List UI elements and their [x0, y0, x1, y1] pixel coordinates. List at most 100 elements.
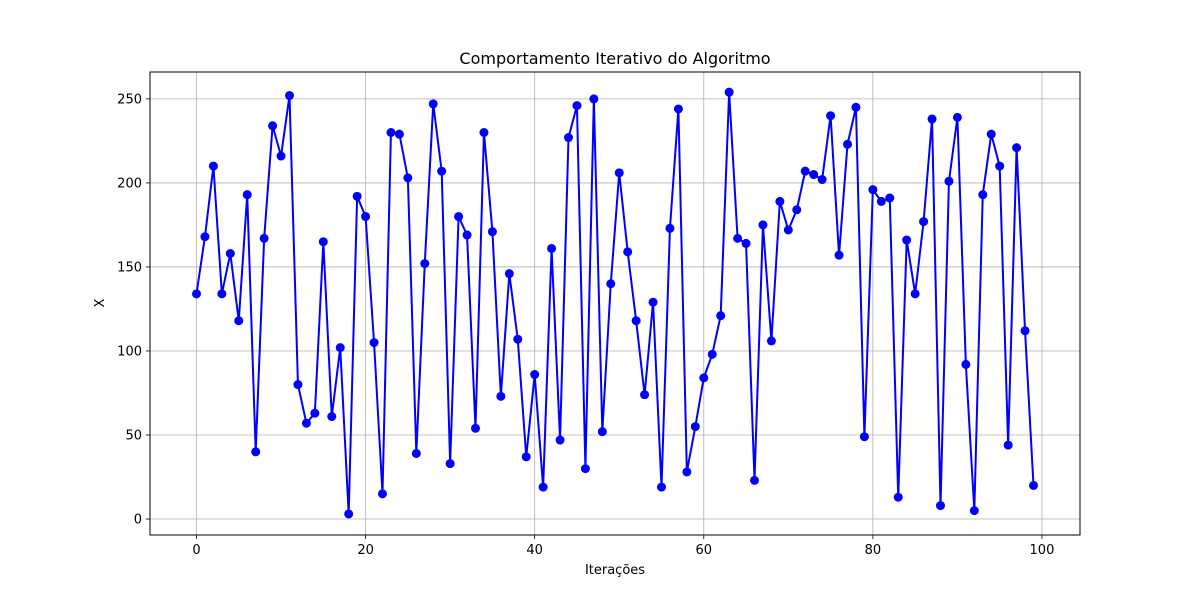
data-point [445, 459, 455, 469]
data-point [572, 101, 582, 111]
data-point [386, 128, 396, 137]
data-point [876, 196, 886, 206]
data-point [657, 482, 666, 492]
data-point [936, 501, 945, 511]
data-point [902, 235, 912, 245]
data-point [817, 175, 827, 185]
data-point [859, 432, 869, 442]
data-point [766, 336, 776, 346]
data-point [699, 373, 709, 383]
data-point [843, 139, 852, 149]
data-point [437, 166, 447, 176]
data-point [208, 161, 218, 171]
data-point [530, 370, 540, 379]
data-point [242, 190, 252, 200]
data-series [192, 87, 1038, 519]
data-point [420, 259, 430, 269]
data-point [690, 422, 700, 432]
data-point [344, 509, 354, 519]
data-point [1003, 440, 1013, 450]
data-point [809, 170, 819, 180]
data-point [259, 233, 269, 243]
data-point [969, 506, 979, 516]
data-point [1012, 143, 1022, 153]
data-point [623, 247, 633, 257]
data-point [893, 492, 903, 502]
chart-title: Comportamento Iterativo do Algoritmo [459, 49, 770, 68]
data-point [944, 176, 954, 186]
y-tick-label: 50 [125, 429, 142, 444]
data-point [640, 390, 650, 400]
data-point [952, 112, 962, 122]
data-point [276, 151, 286, 161]
data-point [648, 297, 658, 307]
data-point [758, 220, 768, 230]
data-point [428, 99, 438, 109]
data-point [724, 87, 734, 97]
data-point [978, 190, 988, 200]
grid [150, 72, 1080, 535]
data-point [673, 104, 683, 114]
data-point [268, 121, 278, 131]
data-point [394, 129, 404, 139]
data-point [564, 133, 573, 143]
data-point [606, 279, 616, 289]
data-point [885, 193, 895, 203]
data-point [318, 237, 328, 247]
x-tick-label: 80 [865, 543, 882, 558]
data-point [919, 217, 929, 227]
data-point [225, 249, 235, 258]
data-point [826, 111, 836, 121]
data-point [614, 168, 624, 178]
y-tick-label: 0 [134, 513, 142, 528]
y-axis-ticks: 0 50 100 150 200 250 [117, 92, 150, 528]
data-point [775, 196, 785, 206]
x-axis-label: Iterações [585, 563, 645, 578]
data-point [868, 185, 878, 195]
data-point [234, 316, 244, 326]
data-point [504, 269, 514, 279]
x-tick-label: 40 [526, 543, 543, 558]
data-point [335, 343, 345, 353]
y-tick-label: 200 [117, 176, 142, 191]
y-tick-label: 150 [117, 260, 142, 275]
data-point [369, 338, 379, 348]
data-point [521, 452, 531, 462]
x-tick-label: 100 [1030, 543, 1055, 558]
data-point [487, 227, 497, 237]
data-point [471, 423, 480, 433]
data-point [716, 311, 726, 321]
data-point [792, 205, 802, 215]
data-point [192, 289, 201, 299]
plot-frame [149, 71, 1081, 536]
y-tick-label: 250 [117, 92, 142, 107]
data-point [783, 225, 793, 235]
x-tick-label: 60 [695, 543, 712, 558]
data-point [327, 412, 337, 422]
data-point [251, 447, 261, 457]
data-point [707, 349, 717, 359]
data-point [555, 435, 565, 445]
data-point [352, 191, 362, 201]
data-point [1029, 480, 1038, 490]
data-point [479, 128, 489, 137]
data-point [580, 464, 590, 474]
data-point [547, 243, 557, 253]
data-point [285, 91, 294, 101]
data-point [361, 212, 371, 222]
data-point [589, 94, 599, 104]
y-axis-label: X [93, 298, 108, 307]
data-point [910, 289, 920, 299]
data-point [1020, 326, 1030, 336]
data-point [800, 166, 810, 176]
x-tick-label: 0 [192, 543, 200, 558]
data-point [851, 102, 861, 112]
data-point [310, 408, 320, 418]
data-point [597, 427, 607, 437]
data-point [293, 380, 303, 390]
data-point [217, 289, 227, 299]
data-point [631, 316, 641, 326]
data-point [927, 114, 937, 124]
